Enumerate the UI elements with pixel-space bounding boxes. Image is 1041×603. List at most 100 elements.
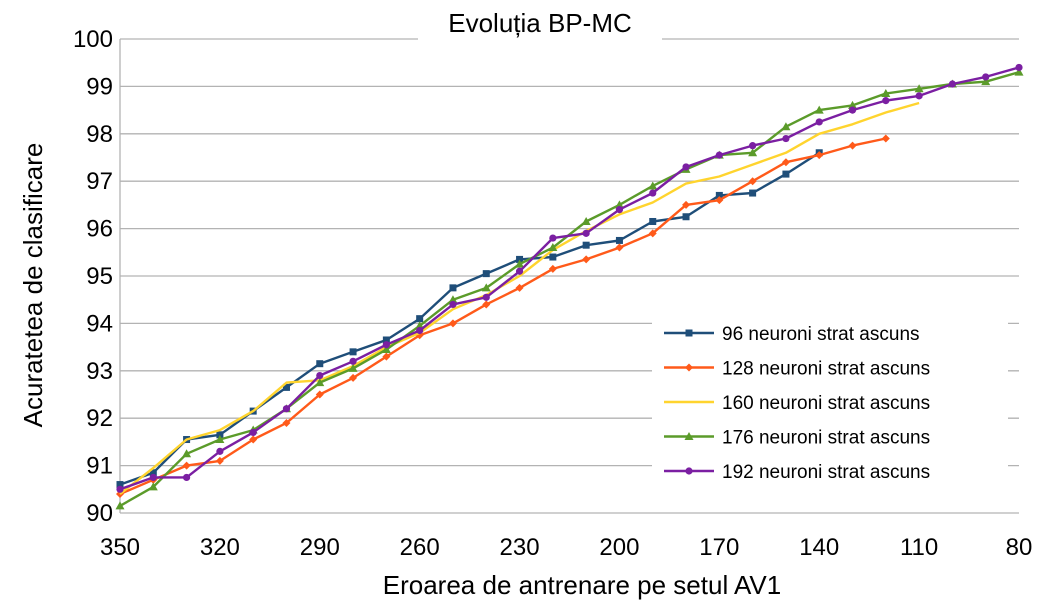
data-point <box>282 405 291 413</box>
legend-label: 160 neuroni strat ascuns <box>722 393 930 414</box>
data-point <box>282 418 291 427</box>
legend-background <box>652 314 1008 494</box>
legend-item: 192 neuroni strat ascuns <box>664 462 930 483</box>
data-point <box>382 336 390 344</box>
data-point <box>515 259 525 268</box>
series-line <box>119 137 887 496</box>
data-point <box>482 293 490 301</box>
data-point <box>848 106 857 114</box>
x-tick-label: 140 <box>799 534 839 561</box>
y-tick-label: 96 <box>86 216 113 243</box>
data-point <box>615 206 624 214</box>
legend-label: 128 neuroni strat ascuns <box>722 359 930 380</box>
data-point <box>782 170 790 178</box>
data-point <box>316 371 324 380</box>
y-tick-labels: 90 91 92 93 94 95 96 97 98 99 100 <box>73 26 113 527</box>
data-point <box>316 360 324 368</box>
data-point <box>915 92 923 100</box>
data-point <box>448 319 457 328</box>
data-point <box>781 158 790 167</box>
data-point <box>549 253 557 261</box>
series <box>119 101 920 495</box>
data-point <box>848 100 858 109</box>
y-tick-label: 91 <box>86 453 113 480</box>
data-point <box>581 216 591 225</box>
data-point <box>682 163 690 171</box>
y-tick-label: 95 <box>86 263 113 290</box>
data-point <box>182 449 192 458</box>
series <box>116 63 1023 493</box>
series-line <box>119 151 820 486</box>
x-tick-label: 170 <box>699 534 739 561</box>
y-axis-title: Acuratetea de clasificare <box>18 143 48 428</box>
data-point <box>649 189 657 197</box>
data-point <box>814 105 824 114</box>
y-tick-label: 94 <box>86 310 113 337</box>
series-line <box>119 101 920 495</box>
y-tick-label: 93 <box>86 358 113 385</box>
data-point <box>416 315 424 323</box>
data-point <box>882 97 890 105</box>
data-point <box>881 89 891 98</box>
data-point <box>249 428 257 437</box>
data-point <box>684 432 694 440</box>
data-point <box>685 329 693 337</box>
data-point <box>715 151 723 159</box>
data-point <box>615 236 623 244</box>
data-point <box>715 191 723 199</box>
data-point <box>481 283 491 292</box>
data-point <box>148 482 158 491</box>
data-point <box>648 181 658 190</box>
title-background <box>418 4 662 42</box>
x-tick-label: 320 <box>200 534 240 561</box>
y-tick-label: 99 <box>86 73 113 100</box>
chart-title: Evoluția BP-MC <box>448 8 632 38</box>
data-point <box>582 241 590 249</box>
legend-item: 96 neuroni strat ascuns <box>664 324 920 345</box>
data-point <box>981 77 991 86</box>
data-point <box>448 295 458 304</box>
y-tick-label: 97 <box>86 168 113 195</box>
data-point <box>682 200 691 209</box>
y-tick-label: 90 <box>86 500 113 527</box>
data-point <box>348 363 358 372</box>
data-point <box>848 141 857 150</box>
x-tick-label: 230 <box>500 534 540 561</box>
data-point <box>749 189 757 197</box>
data-point <box>548 264 557 273</box>
x-tick-label: 80 <box>1006 534 1033 561</box>
data-point <box>215 456 224 465</box>
data-point <box>349 348 357 356</box>
x-tick-label: 260 <box>400 534 440 561</box>
data-point <box>515 267 524 275</box>
data-point <box>149 473 157 482</box>
data-point <box>749 142 757 150</box>
data-point <box>648 229 657 238</box>
data-point <box>449 300 457 309</box>
data-point <box>149 469 157 477</box>
data-point <box>715 196 724 205</box>
x-tick-labels: 350 320 290 260 230 200 170 140 110 80 <box>100 534 1032 561</box>
data-point <box>516 255 524 263</box>
legend: 96 neuroni strat ascuns 128 neuroni strat… <box>652 314 1008 494</box>
data-point <box>382 341 390 349</box>
legend-item: 176 neuroni strat ascuns <box>664 428 930 449</box>
data-point <box>416 326 424 335</box>
data-point <box>748 177 757 186</box>
x-tick-label: 290 <box>300 534 340 561</box>
data-point <box>315 390 324 399</box>
data-point <box>881 134 890 143</box>
legend-label: 176 neuroni strat ascuns <box>722 428 930 449</box>
data-point <box>216 431 224 439</box>
data-point <box>615 243 624 252</box>
legend-item: 160 neuroni strat ascuns <box>664 393 930 414</box>
data-point <box>216 447 224 455</box>
data-point <box>682 213 690 221</box>
data-point <box>685 363 693 372</box>
series <box>116 149 823 489</box>
data-point <box>116 485 124 493</box>
legend-item: 128 neuroni strat ascuns <box>664 359 930 380</box>
data-point <box>482 270 490 278</box>
data-point <box>315 378 325 387</box>
data-point <box>685 467 693 475</box>
